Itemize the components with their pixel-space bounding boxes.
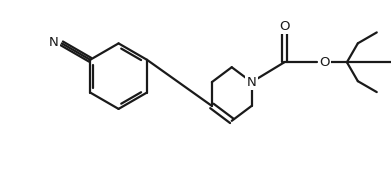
- Text: N: N: [49, 36, 59, 49]
- Text: O: O: [279, 20, 290, 33]
- Text: O: O: [319, 56, 329, 69]
- Text: N: N: [247, 76, 256, 89]
